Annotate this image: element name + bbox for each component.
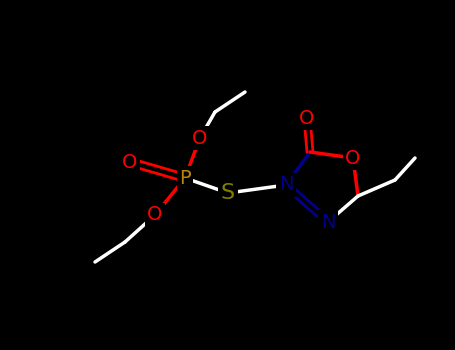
Text: S: S <box>221 183 235 203</box>
Text: N: N <box>321 212 335 231</box>
Text: O: O <box>122 153 138 172</box>
Text: O: O <box>299 108 315 127</box>
Text: O: O <box>192 128 207 147</box>
Text: P: P <box>179 168 191 188</box>
Text: O: O <box>345 148 361 168</box>
Text: O: O <box>147 205 163 224</box>
Text: N: N <box>279 175 293 195</box>
